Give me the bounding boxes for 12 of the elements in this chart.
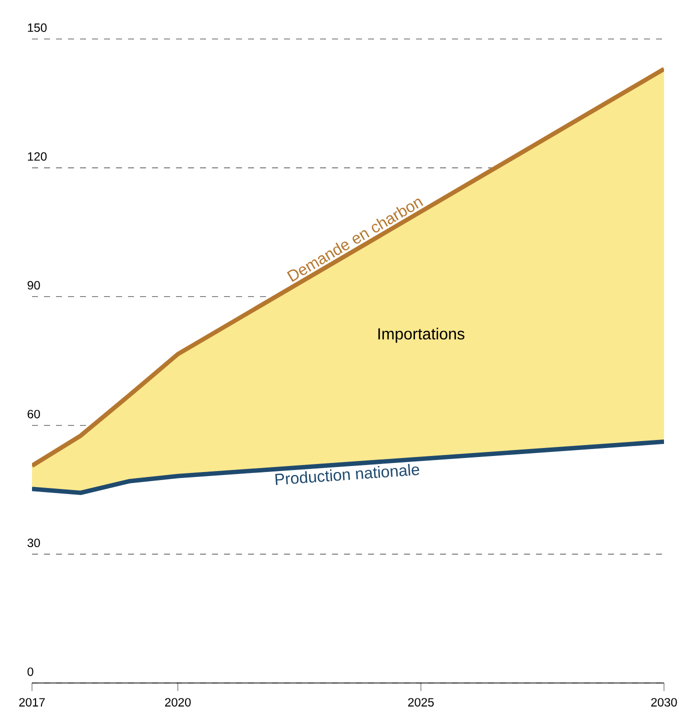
y-tick-label: 90 <box>28 281 40 290</box>
annotation: Importations <box>378 328 464 343</box>
y-tick-label: 30 <box>28 538 40 548</box>
series-label: Production nationale <box>275 464 420 485</box>
x-tick-label: 2030 <box>651 698 677 707</box>
x-tick-label: 2020 <box>165 698 191 707</box>
y-tick-label: 60 <box>28 410 40 418</box>
y-tick-label: 120 <box>28 152 47 161</box>
y-tick-label: 150 <box>28 23 47 32</box>
x-tick-label: 2025 <box>408 698 434 707</box>
y-tick-label: 0 <box>28 667 34 676</box>
x-tick-label: 2017 <box>19 698 45 707</box>
